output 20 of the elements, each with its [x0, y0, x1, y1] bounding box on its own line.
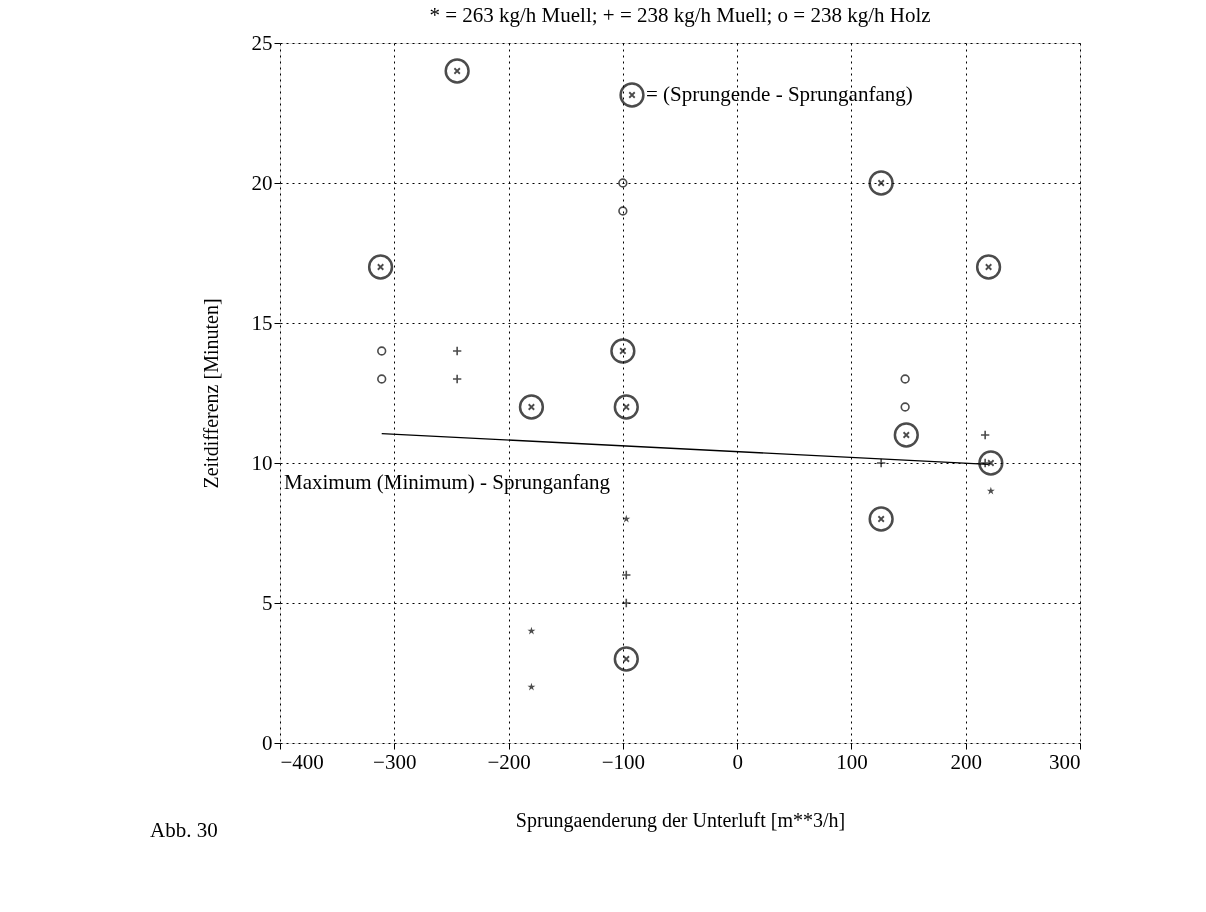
x-tick-label: 200 — [950, 749, 982, 774]
x-tick-label: 300 — [1049, 749, 1081, 774]
caption: Abb. 30 — [150, 818, 218, 842]
x-tick-label: −400 — [280, 749, 324, 774]
y-tick-label: 20 — [251, 170, 273, 195]
y-tick-label: 5 — [262, 590, 273, 615]
x-axis-title: Sprungaenderung der Unterluft [m**3/h] — [515, 808, 846, 832]
y-tick-label: 0 — [262, 730, 273, 755]
x-tick-label: −300 — [373, 749, 417, 774]
y-tick-label: 15 — [251, 310, 273, 335]
chart-title: * = 263 kg/h Muell; + = 238 kg/h Muell; o = 238 kg/h Holz — [429, 3, 931, 27]
x-tick-label: 0 — [732, 749, 743, 774]
y-axis-title: Zeitdifferenz [Minuten] — [199, 298, 222, 489]
y-tick-label: 10 — [251, 450, 273, 475]
annotation: Maximum (Minimum) - Sprunganfang — [284, 469, 611, 494]
x-tick-label: 100 — [836, 749, 868, 774]
x-tick-label: −200 — [487, 749, 531, 774]
x-tick-label: −100 — [601, 749, 646, 774]
legend-label: = (Sprungende - Sprunganfang) — [646, 82, 913, 106]
y-tick-label: 25 — [251, 30, 273, 55]
